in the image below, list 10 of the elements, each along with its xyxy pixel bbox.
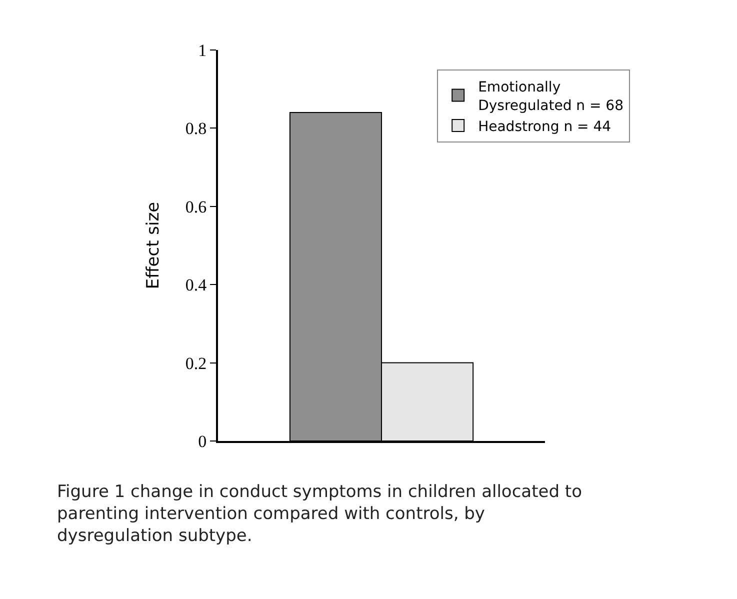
y-tick-label: 0.2 bbox=[185, 354, 207, 373]
y-tick-label: 0.6 bbox=[185, 197, 207, 216]
y-axis-title: Effect size bbox=[143, 202, 164, 290]
y-tick-label: 0.8 bbox=[185, 119, 207, 138]
caption: Figure 1 change in conduct symptoms in children allocated to parenting intervention compared with controls, by dysregulation subtype. bbox=[57, 482, 582, 546]
y-tick-label: 0.4 bbox=[185, 276, 208, 295]
legend-label: Emotionally Dysregulated n = 68 bbox=[478, 80, 624, 114]
y-tick-label: 0 bbox=[198, 432, 207, 451]
y-tick-label: 1 bbox=[198, 40, 207, 60]
legend-label: Headstrong n = 44 bbox=[478, 119, 612, 136]
